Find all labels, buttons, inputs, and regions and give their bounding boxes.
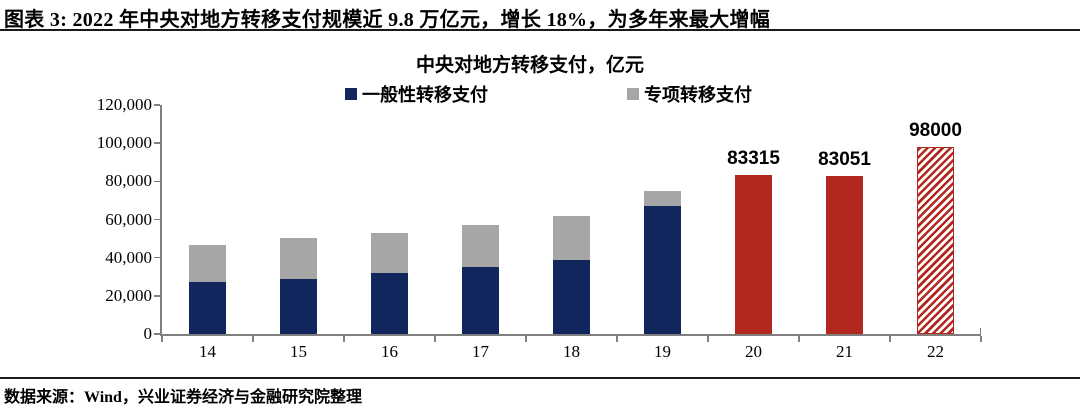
y-axis-label: 120,000 — [96, 95, 152, 114]
y-axis-tick — [154, 218, 160, 221]
x-axis-label: 20 — [745, 342, 762, 361]
bar-segment-special — [189, 244, 226, 282]
x-axis-tick — [616, 336, 618, 342]
x-axis-tick — [707, 336, 709, 342]
bar-value-label: 98000 — [909, 119, 962, 141]
title-underline — [0, 29, 1080, 31]
plot-area: 0 20,000 40,000 60,000 80,000 100,000 120,000 1… — [97, 95, 982, 361]
x-axis-label: 17 — [472, 342, 489, 361]
bar-segment-general — [553, 259, 590, 334]
legend-label-general: 一般性转移支付 — [362, 85, 488, 105]
y-axis-tick — [154, 256, 160, 259]
bar-segment-general — [644, 206, 681, 334]
bar-segment-special — [644, 190, 681, 207]
bar-segment-special — [371, 233, 408, 273]
figure-title: 图表 3: 2022 年中央对地方转移支付规模近 9.8 万亿元，增长 18%，… — [4, 9, 771, 31]
y-axis-tick — [154, 295, 160, 297]
y-axis-tick — [154, 142, 160, 144]
y-axis-label: 60,000 — [105, 209, 152, 229]
bar-segment-special — [553, 215, 590, 260]
x-axis-label: 22 — [927, 342, 944, 361]
bar-segment-general — [189, 281, 226, 334]
bar-value-label: 83051 — [818, 148, 871, 170]
total-bar — [826, 175, 863, 334]
y-axis-label: 20,000 — [105, 285, 152, 305]
bar-value-label: 83315 — [727, 148, 780, 169]
bar-segment-general — [462, 266, 499, 334]
data-source: 数据来源：Wind，兴业证券经济与金融研究院整理 — [4, 389, 362, 406]
x-axis-label: 15 — [290, 342, 307, 361]
x-axis-end-tick — [979, 328, 981, 334]
footer-divider — [0, 377, 1080, 379]
total-bar — [735, 175, 772, 334]
x-axis-tick — [161, 336, 163, 342]
y-axis-tick — [154, 104, 160, 106]
bar-segment-general — [371, 272, 408, 334]
y-axis-label: 0 — [143, 324, 153, 343]
x-axis-tick — [434, 336, 436, 342]
chart-title: 中央对地方转移支付，亿元 — [415, 55, 644, 76]
y-axis-label: 80,000 — [105, 171, 152, 191]
x-axis-tick — [889, 336, 891, 342]
y-axis-label: 100,000 — [96, 133, 152, 153]
total-bar-hatched — [917, 146, 954, 334]
y-axis-tick — [154, 333, 160, 335]
legend-swatch-general-icon — [345, 88, 357, 100]
legend-item-general: 一般性转移支付 — [345, 81, 488, 107]
bar-segment-special — [280, 238, 317, 280]
x-axis-tick — [252, 336, 254, 342]
x-axis-tick — [525, 336, 527, 342]
bar-segment-special — [462, 224, 499, 267]
legend-swatch-special-icon — [627, 88, 639, 100]
x-axis-tick — [343, 336, 345, 342]
x-axis-tick — [980, 336, 982, 342]
y-axis-tick — [154, 180, 160, 183]
x-axis-label: 19 — [654, 342, 671, 361]
bar-segment-general — [280, 279, 317, 334]
legend-item-special: 专项转移支付 — [627, 81, 752, 107]
x-axis-label: 16 — [381, 342, 398, 361]
x-axis-label: 14 — [199, 342, 216, 361]
y-axis-label: 40,000 — [105, 247, 152, 267]
x-axis-label: 18 — [563, 342, 580, 361]
legend-label-special: 专项转移支付 — [644, 85, 752, 105]
x-axis-label: 21 — [836, 342, 853, 361]
x-axis-tick — [798, 336, 800, 342]
